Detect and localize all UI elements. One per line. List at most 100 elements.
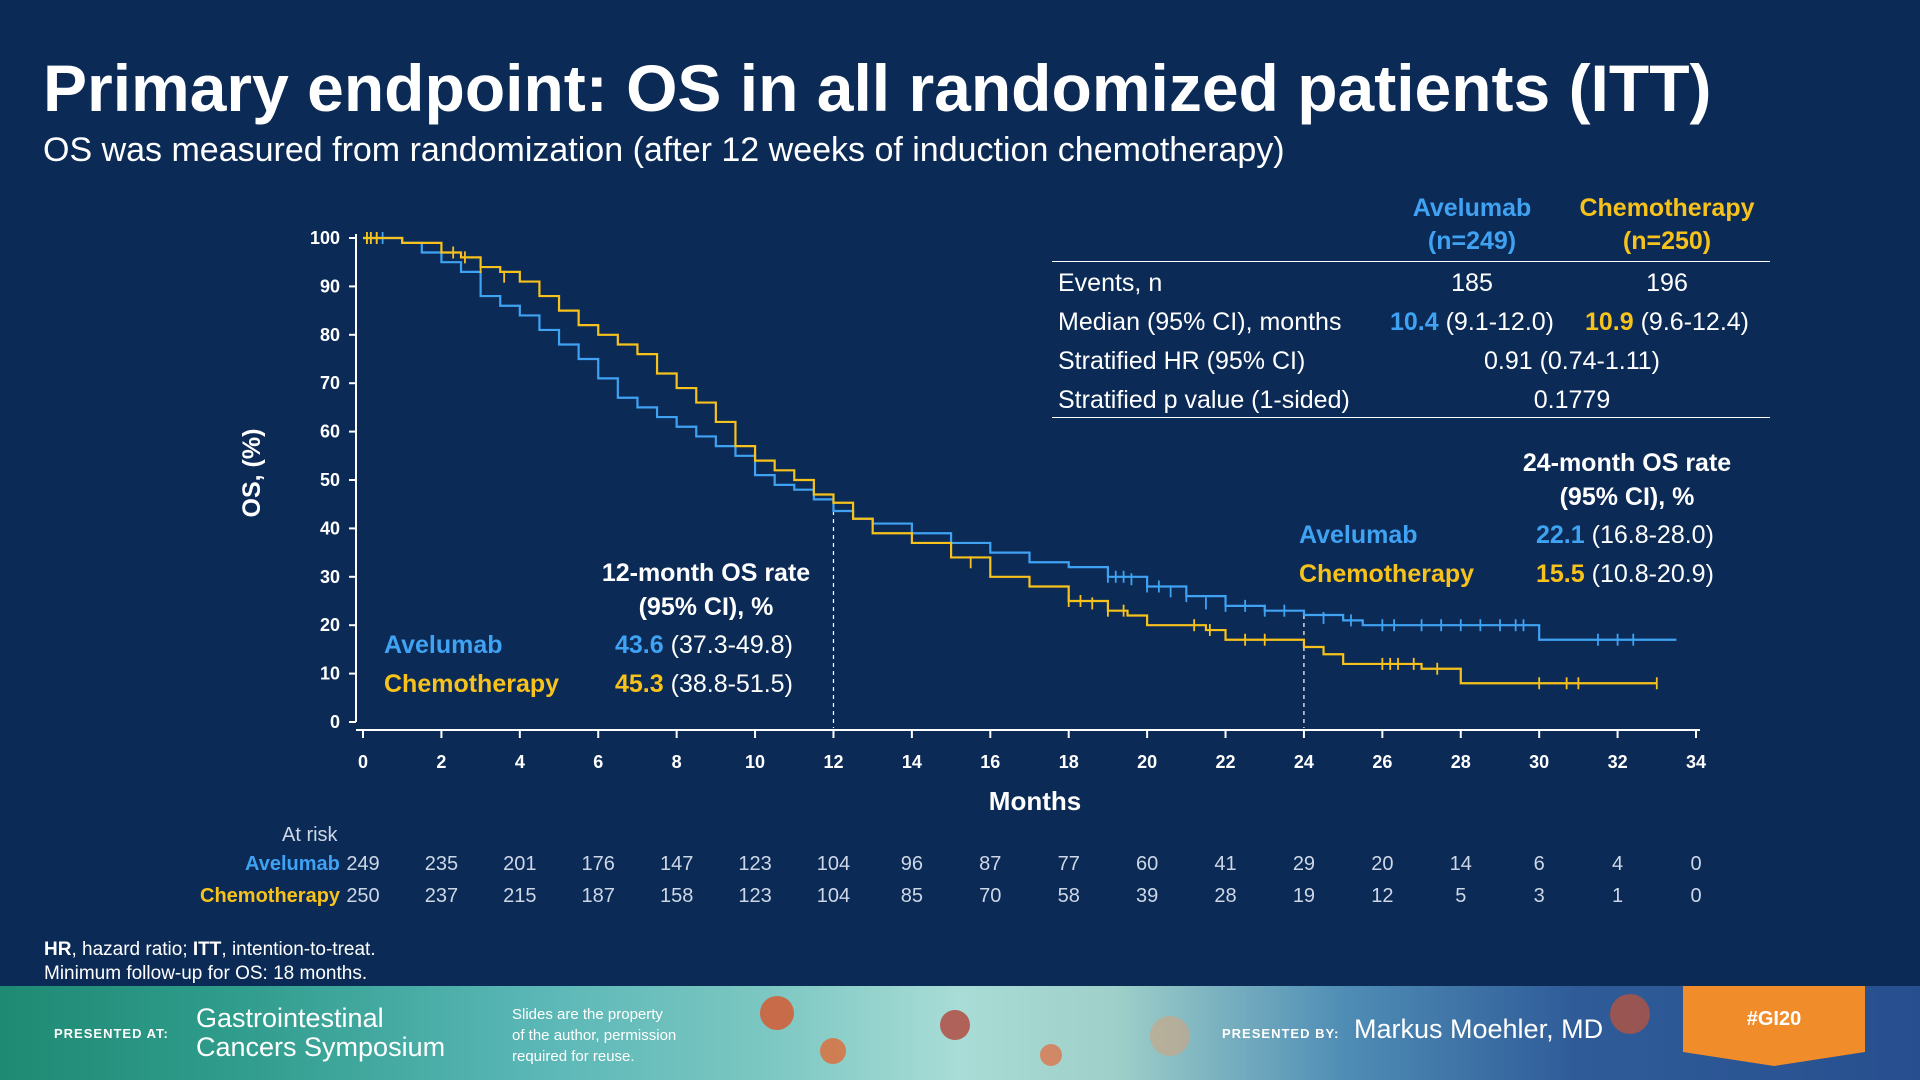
at-risk-chemo-value: 70 bbox=[979, 885, 1002, 907]
at-risk-chemo-value: 123 bbox=[738, 885, 772, 907]
km-curve-chemotherapy bbox=[363, 236, 1657, 685]
y-tick-label: 0 bbox=[330, 712, 340, 732]
x-tick-label: 20 bbox=[1137, 752, 1157, 772]
x-tick-label: 26 bbox=[1372, 752, 1392, 772]
y-tick-label: 100 bbox=[310, 228, 340, 248]
decorative-dot bbox=[820, 1038, 846, 1064]
at-risk-avelumab-value: 87 bbox=[979, 853, 1002, 875]
x-tick-label: 34 bbox=[1686, 752, 1706, 772]
footnote-line-2: Minimum follow-up for OS: 18 months. bbox=[44, 963, 368, 984]
rate-12-chemo-value: 45.3 (38.8-51.5) bbox=[615, 670, 793, 698]
rate-12-chemo-label: Chemotherapy bbox=[384, 670, 560, 698]
x-tick-label: 24 bbox=[1294, 752, 1314, 772]
at-risk-avelumab-value: 20 bbox=[1371, 853, 1394, 875]
at-risk-chemo-value: 28 bbox=[1214, 885, 1237, 907]
x-tick-label: 14 bbox=[902, 752, 922, 772]
rate-24-heading: 24-month OS rate (95% CI), % bbox=[1522, 449, 1732, 511]
y-tick-label: 30 bbox=[320, 567, 340, 587]
at-risk-chemo-value: 0 bbox=[1690, 885, 1702, 907]
presenter-name: Markus Moehler, MD bbox=[1354, 1014, 1604, 1044]
at-risk-chemo-value: 104 bbox=[816, 885, 851, 907]
rate-12-avelumab-value: 43.6 (37.3-49.8) bbox=[615, 631, 793, 659]
at-risk-table: At risk Avelumab Chemotherapy 249 235 201 1… bbox=[0, 820, 1920, 920]
at-risk-avelumab-value: 249 bbox=[346, 853, 380, 875]
y-tick-label: 70 bbox=[320, 373, 340, 393]
rate-24-avelumab-label: Avelumab bbox=[1299, 521, 1418, 549]
at-risk-avelumab-value: 29 bbox=[1292, 853, 1316, 875]
at-risk-chemo-value: 3 bbox=[1533, 885, 1545, 907]
property-note: Slides are the property of the author, p… bbox=[512, 1006, 677, 1065]
presented-at-label: PRESENTED AT: bbox=[54, 1026, 169, 1041]
y-tick-label: 90 bbox=[320, 276, 340, 296]
y-axis-label: OS, (%) bbox=[238, 429, 266, 518]
x-tick-label: 32 bbox=[1608, 752, 1628, 772]
at-risk-chemo-value: 1 bbox=[1612, 885, 1624, 907]
hashtag-badge: #GI20 bbox=[1683, 986, 1865, 1052]
x-tick-label: 28 bbox=[1451, 752, 1471, 772]
y-tick-label: 20 bbox=[320, 615, 340, 635]
at-risk-avelumab-value: 0 bbox=[1690, 853, 1702, 875]
at-risk-chemo-value: 215 bbox=[503, 885, 537, 907]
y-tick-label: 50 bbox=[320, 470, 340, 490]
stats-row-median: Median (95% CI), months 10.4 (9.1-12.0) … bbox=[1058, 308, 1749, 336]
at-risk-chemo-value: 237 bbox=[424, 885, 459, 907]
at-risk-chemo-value: 85 bbox=[900, 885, 923, 907]
decorative-dot bbox=[1610, 994, 1650, 1034]
stats-header-chemo: Chemotherapy (n=250) bbox=[1579, 194, 1755, 255]
stats-row-hr: Stratified HR (95% CI) 0.91 (0.74-1.11) bbox=[1058, 347, 1661, 375]
at-risk-chemo-value: 250 bbox=[346, 885, 380, 907]
x-tick-label: 4 bbox=[515, 752, 525, 772]
y-tick-label: 10 bbox=[320, 664, 340, 684]
y-tick-label: 80 bbox=[320, 325, 340, 345]
rate-12-heading: 12-month OS rate (95% CI), % bbox=[601, 559, 811, 621]
decorative-dot bbox=[760, 996, 794, 1030]
at-risk-avelumab-value: 41 bbox=[1214, 853, 1237, 875]
decorative-dot bbox=[940, 1010, 970, 1040]
at-risk-avelumab-label: Avelumab bbox=[245, 853, 340, 875]
conference-banner: PRESENTED AT: Gastrointestinal Cancers S… bbox=[0, 986, 1920, 1080]
at-risk-chemo-label: Chemotherapy bbox=[200, 885, 341, 907]
table-rule-top bbox=[1052, 261, 1770, 262]
at-risk-avelumab-value: 4 bbox=[1612, 853, 1624, 875]
slide-subtitle: OS was measured from randomization (afte… bbox=[43, 131, 1285, 169]
table-rule-bottom bbox=[1052, 417, 1770, 418]
rate-24-chemo-value: 15.5 (10.8-20.9) bbox=[1536, 560, 1714, 588]
rate-12-avelumab-label: Avelumab bbox=[384, 631, 503, 659]
at-risk-avelumab-value: 104 bbox=[816, 853, 851, 875]
rate-24-chemo-label: Chemotherapy bbox=[1299, 560, 1475, 588]
at-risk-avelumab-value: 147 bbox=[659, 853, 694, 875]
stats-row-pvalue: Stratified p value (1-sided) 0.1779 bbox=[1058, 386, 1611, 414]
presented-by-label: PRESENTED BY: bbox=[1222, 1026, 1340, 1041]
x-tick-label: 0 bbox=[358, 752, 368, 772]
at-risk-avelumab-value: 6 bbox=[1533, 853, 1545, 875]
chart-curves bbox=[363, 232, 1677, 690]
rate-24-avelumab-value: 22.1 (16.8-28.0) bbox=[1536, 521, 1714, 549]
symposium-logo: Gastrointestinal Cancers Symposium bbox=[196, 1003, 446, 1062]
x-tick-label: 2 bbox=[436, 752, 446, 772]
at-risk-chemo-value: 158 bbox=[659, 885, 694, 907]
slide-title: Primary endpoint: OS in all randomized p… bbox=[43, 51, 1712, 125]
y-tick-label: 40 bbox=[320, 518, 340, 538]
footnote-line-1: HR, hazard ratio; ITT, intention-to-trea… bbox=[44, 939, 376, 960]
at-risk-avelumab-value: 176 bbox=[581, 853, 615, 875]
at-risk-avelumab-value: 60 bbox=[1135, 853, 1159, 875]
x-tick-label: 10 bbox=[745, 752, 765, 772]
median-chemo: 10.9 bbox=[1584, 308, 1634, 336]
x-tick-label: 18 bbox=[1059, 752, 1079, 772]
at-risk-chemo-value: 12 bbox=[1371, 885, 1394, 907]
x-tick-label: 16 bbox=[980, 752, 1000, 772]
at-risk-avelumab-value: 123 bbox=[738, 853, 772, 875]
at-risk-avelumab-value: 201 bbox=[503, 853, 537, 875]
decorative-dot bbox=[1040, 1044, 1062, 1066]
at-risk-chemo-value: 5 bbox=[1455, 885, 1467, 907]
at-risk-chemo-value: 58 bbox=[1057, 885, 1080, 907]
at-risk-avelumab-value: 96 bbox=[900, 853, 923, 875]
at-risk-avelumab-value: 235 bbox=[424, 853, 459, 875]
hashtag-badge-point bbox=[1683, 1052, 1865, 1066]
x-tick-label: 30 bbox=[1529, 752, 1549, 772]
x-tick-label: 22 bbox=[1216, 752, 1236, 772]
stats-header-avelumab: Avelumab (n=249) bbox=[1412, 194, 1532, 255]
footnote: HR, hazard ratio; ITT, intention-to-trea… bbox=[44, 938, 376, 986]
